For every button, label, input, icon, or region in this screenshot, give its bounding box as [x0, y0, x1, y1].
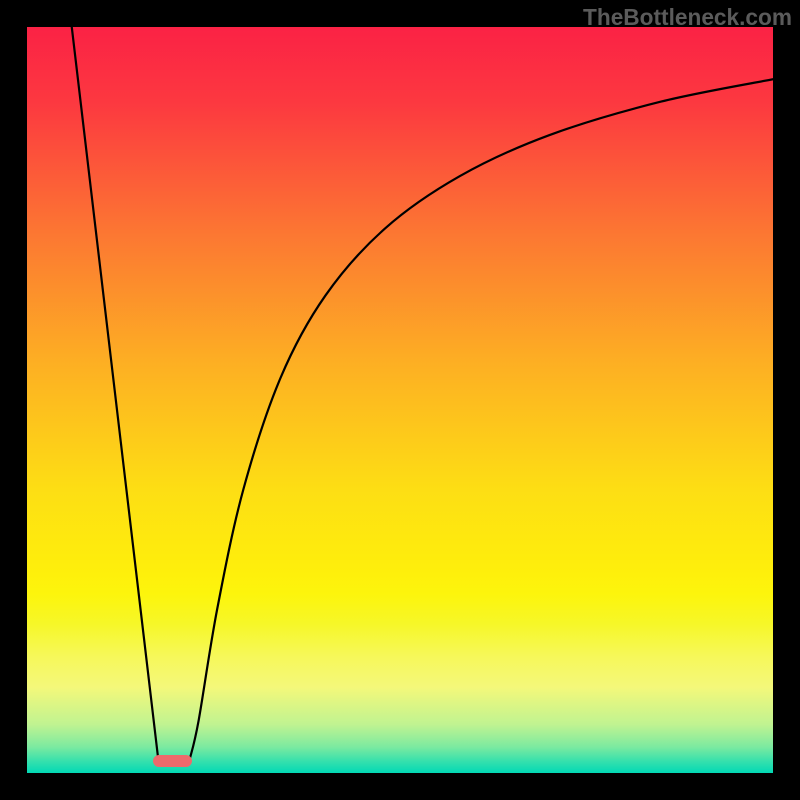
- minimum-marker: [153, 755, 192, 767]
- plot-area: [27, 27, 773, 773]
- curve-layer: [27, 27, 773, 773]
- outer-frame: TheBottleneck.com: [0, 0, 800, 800]
- watermark-label: TheBottleneck.com: [583, 4, 792, 31]
- bottleneck-curve: [190, 79, 773, 759]
- bottleneck-curve: [72, 27, 159, 760]
